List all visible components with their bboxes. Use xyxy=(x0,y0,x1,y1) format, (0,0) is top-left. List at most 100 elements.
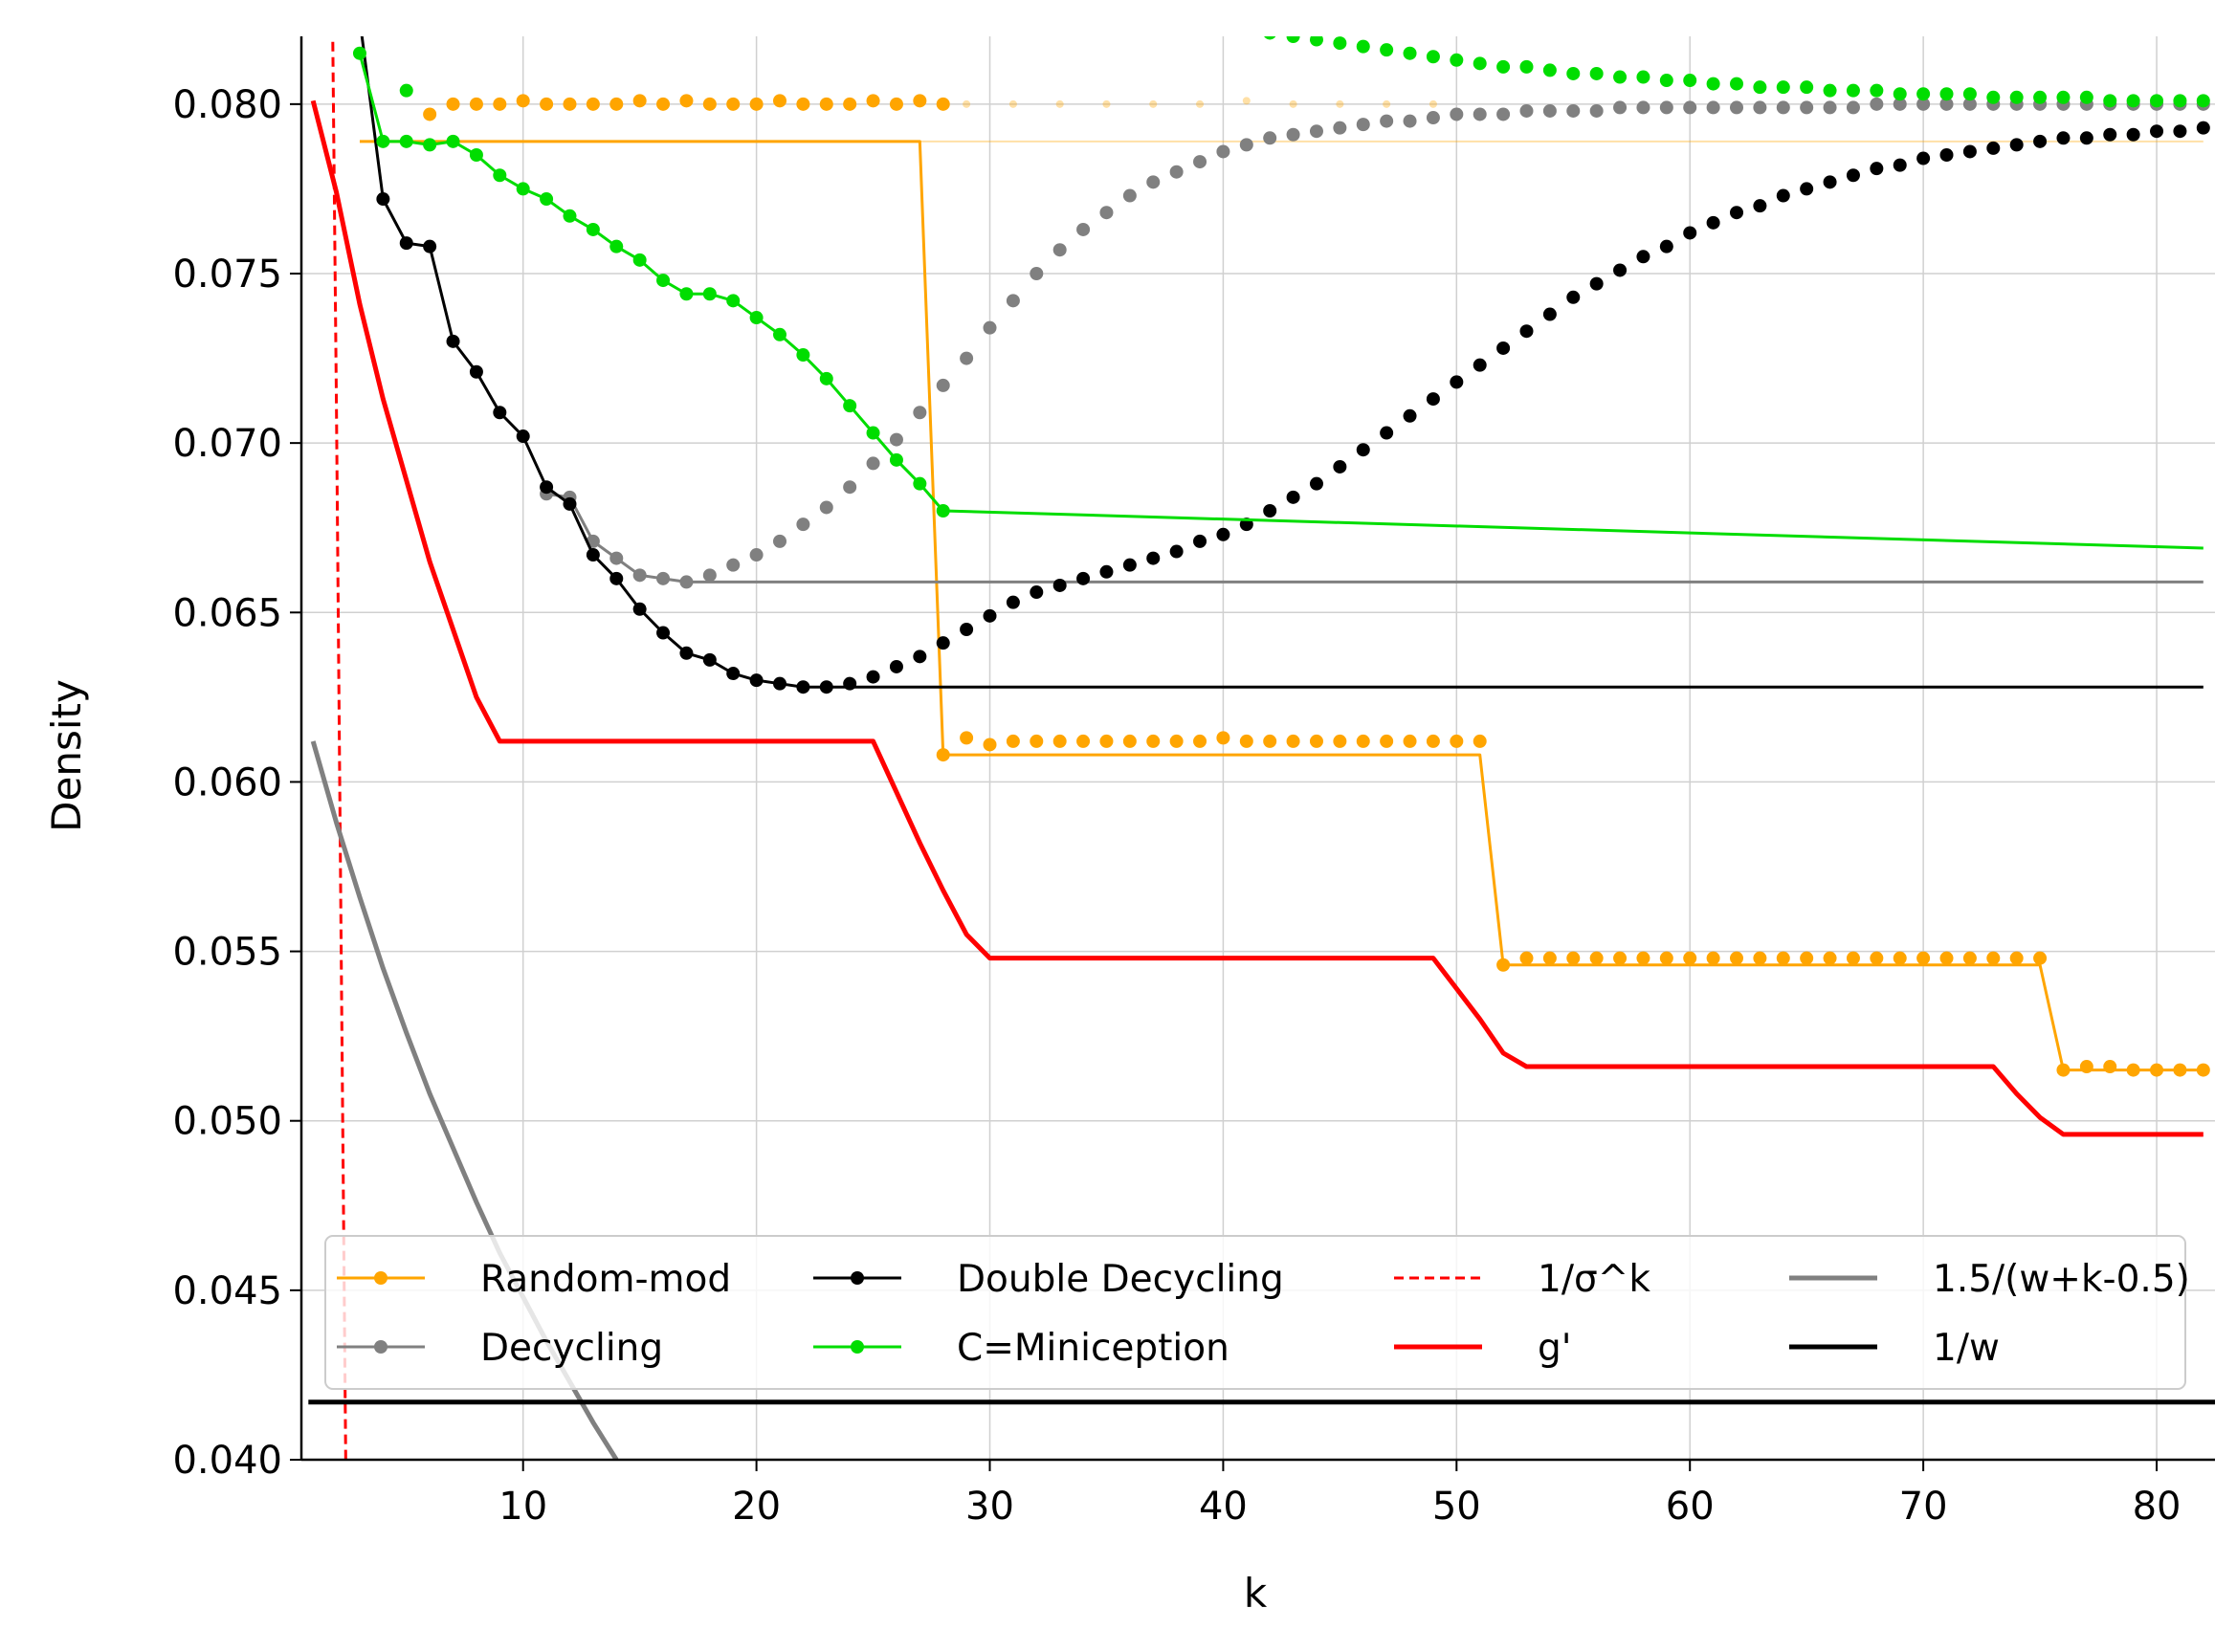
data-point xyxy=(1146,175,1161,189)
data-point xyxy=(1542,63,1557,77)
data-point xyxy=(889,97,903,111)
data-point xyxy=(819,371,833,385)
data-point xyxy=(1589,276,1604,291)
data-point xyxy=(1052,243,1067,257)
data-point xyxy=(1122,188,1137,203)
data-point xyxy=(1962,97,1977,111)
data-point xyxy=(1169,165,1184,179)
data-point xyxy=(1286,36,1300,43)
data-point xyxy=(1030,267,1044,280)
data-point xyxy=(1450,53,1464,67)
data-point xyxy=(1636,70,1650,84)
data-point xyxy=(1496,59,1511,74)
data-point xyxy=(819,500,833,515)
data-point xyxy=(1496,107,1511,121)
data-point xyxy=(2056,90,2071,104)
data-point xyxy=(1356,118,1370,132)
data-point xyxy=(1099,564,1114,579)
data-point xyxy=(1800,80,1814,95)
data-point xyxy=(1403,734,1417,748)
data-point xyxy=(632,253,647,267)
data-point xyxy=(609,239,624,253)
data-point xyxy=(1216,527,1230,541)
data-point xyxy=(1076,222,1091,236)
x-tick-label: 50 xyxy=(1432,1485,1481,1529)
data-point xyxy=(1333,121,1347,135)
data-point xyxy=(1336,99,1344,108)
data-point xyxy=(1706,951,1720,965)
legend-item: Random-mod xyxy=(337,1258,731,1301)
data-point xyxy=(516,430,530,444)
data-point xyxy=(656,571,671,585)
data-point xyxy=(1496,958,1511,972)
data-point xyxy=(1450,734,1464,748)
data-point xyxy=(1566,103,1581,118)
data-point xyxy=(2056,131,2071,145)
data-point xyxy=(446,134,460,148)
data-point xyxy=(1239,138,1253,152)
data-point xyxy=(1076,571,1091,585)
data-point xyxy=(2126,127,2140,142)
data-point xyxy=(773,676,786,691)
series-line xyxy=(360,36,2204,689)
data-point xyxy=(540,97,554,111)
data-point xyxy=(376,134,390,148)
data-point xyxy=(913,406,927,420)
data-point xyxy=(1730,77,1743,91)
data-point xyxy=(1333,734,1347,748)
data-point xyxy=(1450,107,1464,121)
data-point xyxy=(656,274,671,288)
data-point xyxy=(1589,66,1604,80)
data-point xyxy=(1683,74,1697,88)
data-point xyxy=(2079,90,2093,104)
data-point xyxy=(1309,124,1323,139)
data-point xyxy=(656,97,671,111)
data-point xyxy=(1542,951,1557,965)
y-axis-title: Density xyxy=(43,679,90,832)
data-point xyxy=(1916,97,1931,111)
legend-label: 1/σ^k xyxy=(1538,1258,1650,1301)
data-point xyxy=(1659,100,1673,115)
data-point xyxy=(1800,951,1814,965)
data-point xyxy=(1146,551,1161,565)
data-point xyxy=(2009,90,2024,104)
data-point xyxy=(1169,544,1184,559)
data-point xyxy=(963,99,971,108)
data-point xyxy=(1403,114,1417,128)
data-point xyxy=(1753,100,1767,115)
data-point xyxy=(1286,127,1300,142)
data-point xyxy=(1870,83,1884,98)
series-g xyxy=(310,99,2204,1137)
legend-label: g' xyxy=(1538,1327,1571,1370)
series-random-mod xyxy=(359,94,2210,1077)
data-point xyxy=(586,97,600,111)
data-point xyxy=(1426,50,1440,64)
data-point xyxy=(1986,951,2001,965)
y-tick-label: 0.060 xyxy=(172,760,282,804)
data-point xyxy=(1055,99,1064,108)
data-point xyxy=(960,351,974,365)
data-point xyxy=(726,558,741,572)
data-point xyxy=(586,222,600,236)
data-point xyxy=(843,480,857,495)
data-point xyxy=(1659,239,1673,253)
data-point xyxy=(1006,595,1020,609)
data-point xyxy=(1636,951,1650,965)
data-point xyxy=(702,97,717,111)
data-point xyxy=(1846,168,1860,183)
legend-item: Double Decycling xyxy=(813,1258,1284,1301)
legend-frame xyxy=(324,1235,2186,1390)
data-point xyxy=(1289,99,1297,108)
series-line xyxy=(331,36,347,1460)
data-point xyxy=(1193,534,1207,548)
data-point xyxy=(843,399,857,413)
data-point xyxy=(726,97,741,111)
data-point xyxy=(2079,1060,2093,1074)
data-point xyxy=(1893,158,1907,172)
data-point xyxy=(1823,951,1837,965)
data-point xyxy=(493,406,507,420)
data-point xyxy=(913,94,927,108)
y-tick-label: 0.055 xyxy=(172,931,282,975)
y-tick-label: 0.045 xyxy=(172,1269,282,1313)
